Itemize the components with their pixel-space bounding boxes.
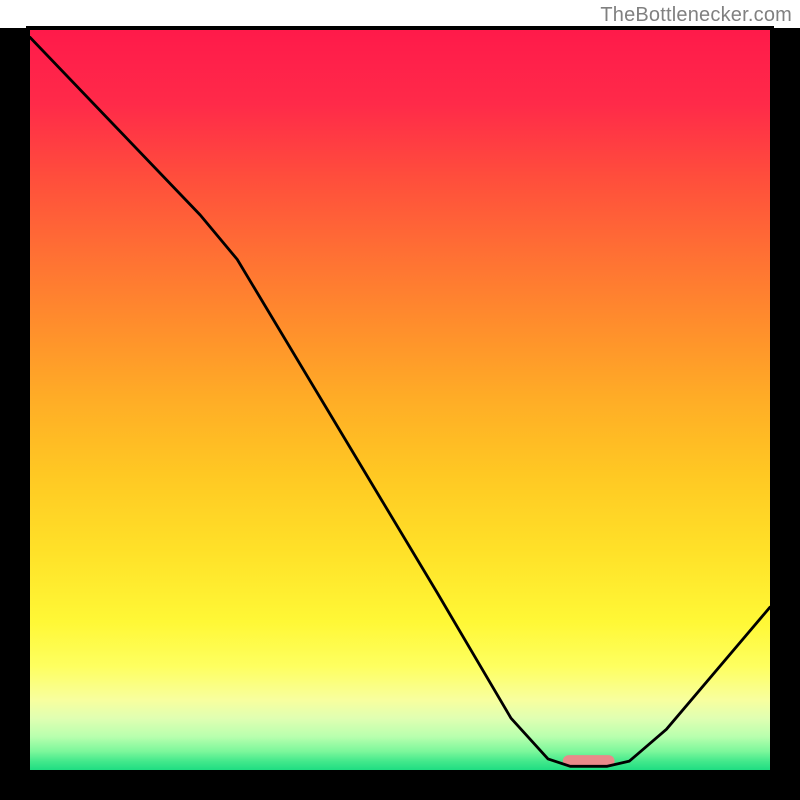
gradient-background: [30, 30, 770, 770]
chart-container: TheBottlenecker.com: [0, 0, 800, 800]
bottleneck-curve-chart: [0, 0, 800, 800]
watermark-text: TheBottlenecker.com: [600, 4, 792, 27]
